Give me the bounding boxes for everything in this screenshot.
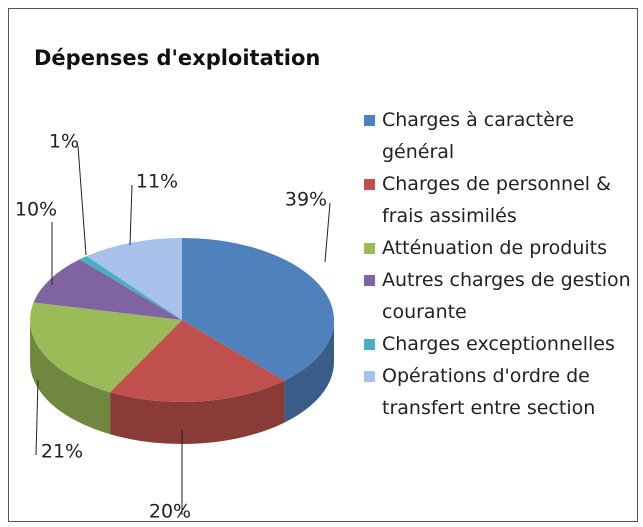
leader-line bbox=[77, 145, 87, 256]
legend-swatch bbox=[364, 371, 375, 382]
data-label: 20% bbox=[149, 501, 191, 523]
slice bbox=[182, 238, 334, 381]
slice bbox=[33, 259, 182, 320]
legend-item: Charges exceptionnelles bbox=[362, 328, 632, 360]
legend-item: Atténuation de produits bbox=[362, 232, 632, 264]
legend-label: Atténuation de produits bbox=[382, 237, 608, 259]
chart-title: Dépenses d'exploitation bbox=[34, 46, 321, 70]
legend-label: Charges exceptionnelles bbox=[382, 333, 615, 355]
legend-swatch bbox=[364, 275, 375, 286]
data-label: 39% bbox=[285, 189, 327, 211]
slice bbox=[79, 256, 182, 320]
legend-item: Autres charges de gestion courante bbox=[362, 264, 632, 328]
data-label: 21% bbox=[41, 441, 83, 463]
slice bbox=[29, 302, 182, 393]
slice bbox=[110, 320, 285, 402]
legend-swatch bbox=[364, 179, 375, 190]
slice-side bbox=[30, 320, 111, 435]
slice bbox=[86, 238, 182, 320]
legend-swatch bbox=[364, 339, 375, 350]
leader-line bbox=[324, 202, 331, 263]
data-label: 11% bbox=[136, 171, 178, 193]
legend-item: Charges de personnel & frais assimilés bbox=[362, 168, 632, 232]
legend-item: Opérations d'ordre de transfert entre se… bbox=[362, 360, 632, 424]
leader-line bbox=[35, 379, 39, 456]
slice-side bbox=[110, 380, 285, 444]
slice-side bbox=[284, 320, 334, 423]
legend: Charges à caractère général Charges de pe… bbox=[362, 104, 632, 424]
leader-line bbox=[129, 184, 133, 246]
legend-label: Opérations d'ordre de transfert entre se… bbox=[382, 365, 596, 419]
data-label: 10% bbox=[15, 199, 57, 221]
legend-label: Charges de personnel & frais assimilés bbox=[382, 173, 611, 227]
legend-swatch bbox=[364, 115, 375, 126]
data-label: 1% bbox=[49, 131, 79, 153]
chart-frame bbox=[8, 8, 638, 522]
legend-label: Autres charges de gestion courante bbox=[382, 269, 631, 323]
legend-item: Charges à caractère général bbox=[362, 104, 632, 168]
legend-label: Charges à caractère général bbox=[382, 109, 575, 163]
legend-swatch bbox=[364, 243, 375, 254]
